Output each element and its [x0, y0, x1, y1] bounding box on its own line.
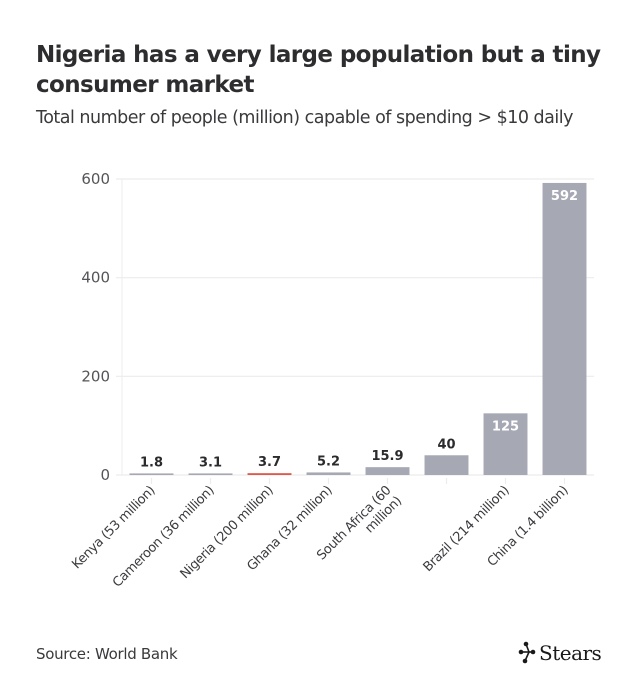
x-axis-ticks	[150, 478, 566, 484]
y-tick-label: 400	[81, 269, 110, 287]
stears-network-icon	[518, 641, 536, 664]
bar	[129, 473, 174, 475]
value-label: 125	[492, 419, 519, 434]
chart-title: Nigeria has a very large population but …	[36, 42, 601, 98]
bar	[365, 467, 410, 475]
value-label: 592	[551, 189, 578, 204]
bar	[424, 455, 469, 475]
value-label: 5.2	[317, 454, 340, 469]
y-tick-label: 200	[81, 367, 110, 385]
chart-subtitle: Total number of people (million) capable…	[36, 108, 573, 128]
y-axis-ticks: 0 200 400 600	[81, 170, 110, 484]
bar	[306, 472, 351, 475]
bar	[247, 473, 292, 475]
y-tick-label: 600	[81, 170, 110, 188]
value-label: 1.8	[140, 455, 163, 470]
category-label: Cameroon (36 million)	[110, 483, 217, 590]
category-label-line: Cameroon (36 million)	[110, 483, 217, 590]
stears-logo-text: Stears	[539, 641, 602, 665]
bar	[483, 413, 528, 475]
stears-logo: Stears	[518, 638, 602, 668]
value-label: 40	[437, 437, 455, 452]
bar	[188, 473, 233, 475]
value-label: 15.9	[371, 449, 403, 464]
value-labels: 1.8 3.1 3.7 5.2 15.9 40 125 592	[140, 189, 578, 470]
value-label: 3.1	[199, 455, 222, 470]
bar	[542, 182, 587, 476]
value-label: 3.7	[258, 455, 281, 470]
category-labels: Kenya (53 million)Cameroon (36 million)N…	[69, 483, 571, 590]
source-note: Source: World Bank	[36, 645, 178, 663]
bars	[129, 182, 587, 476]
bar-chart: 0 200 400 600 1.8 3.1 3.7 5.2 15.9 40 125 592 Keny…	[69, 170, 594, 591]
y-tick-label: 0	[100, 466, 110, 484]
